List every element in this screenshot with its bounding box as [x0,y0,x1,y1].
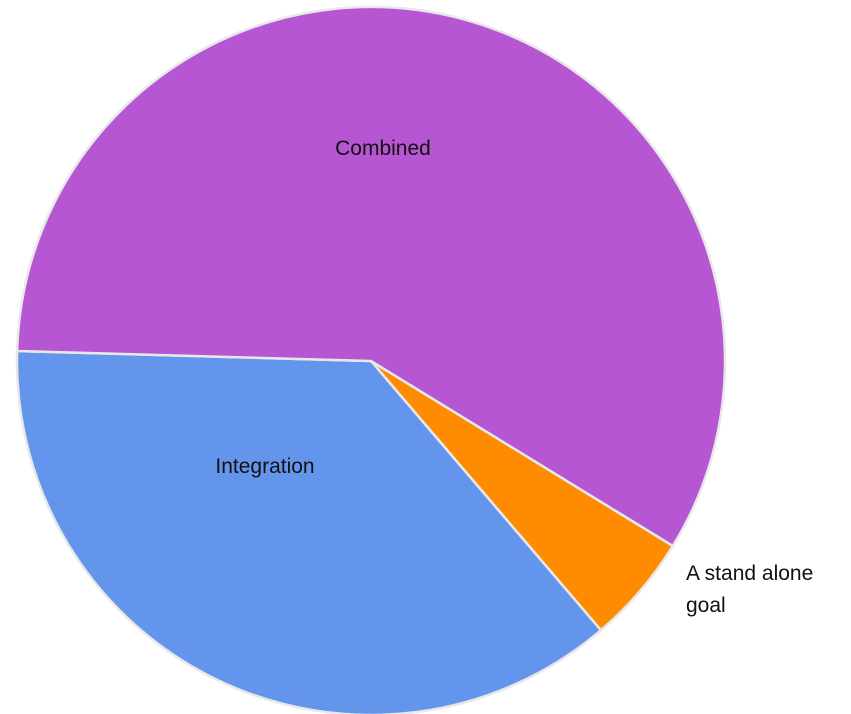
slice-label-combined: Combined [335,137,431,160]
slice-integration [15,349,603,714]
slice-label-integration: Integration [215,455,314,478]
slice-label-line-2: goal [686,594,726,617]
slice-label-line-1: A stand alone [686,562,813,585]
slice-combined [15,5,727,548]
slice-label-a-stand-alone-goal: A stand alone goal [686,562,819,617]
